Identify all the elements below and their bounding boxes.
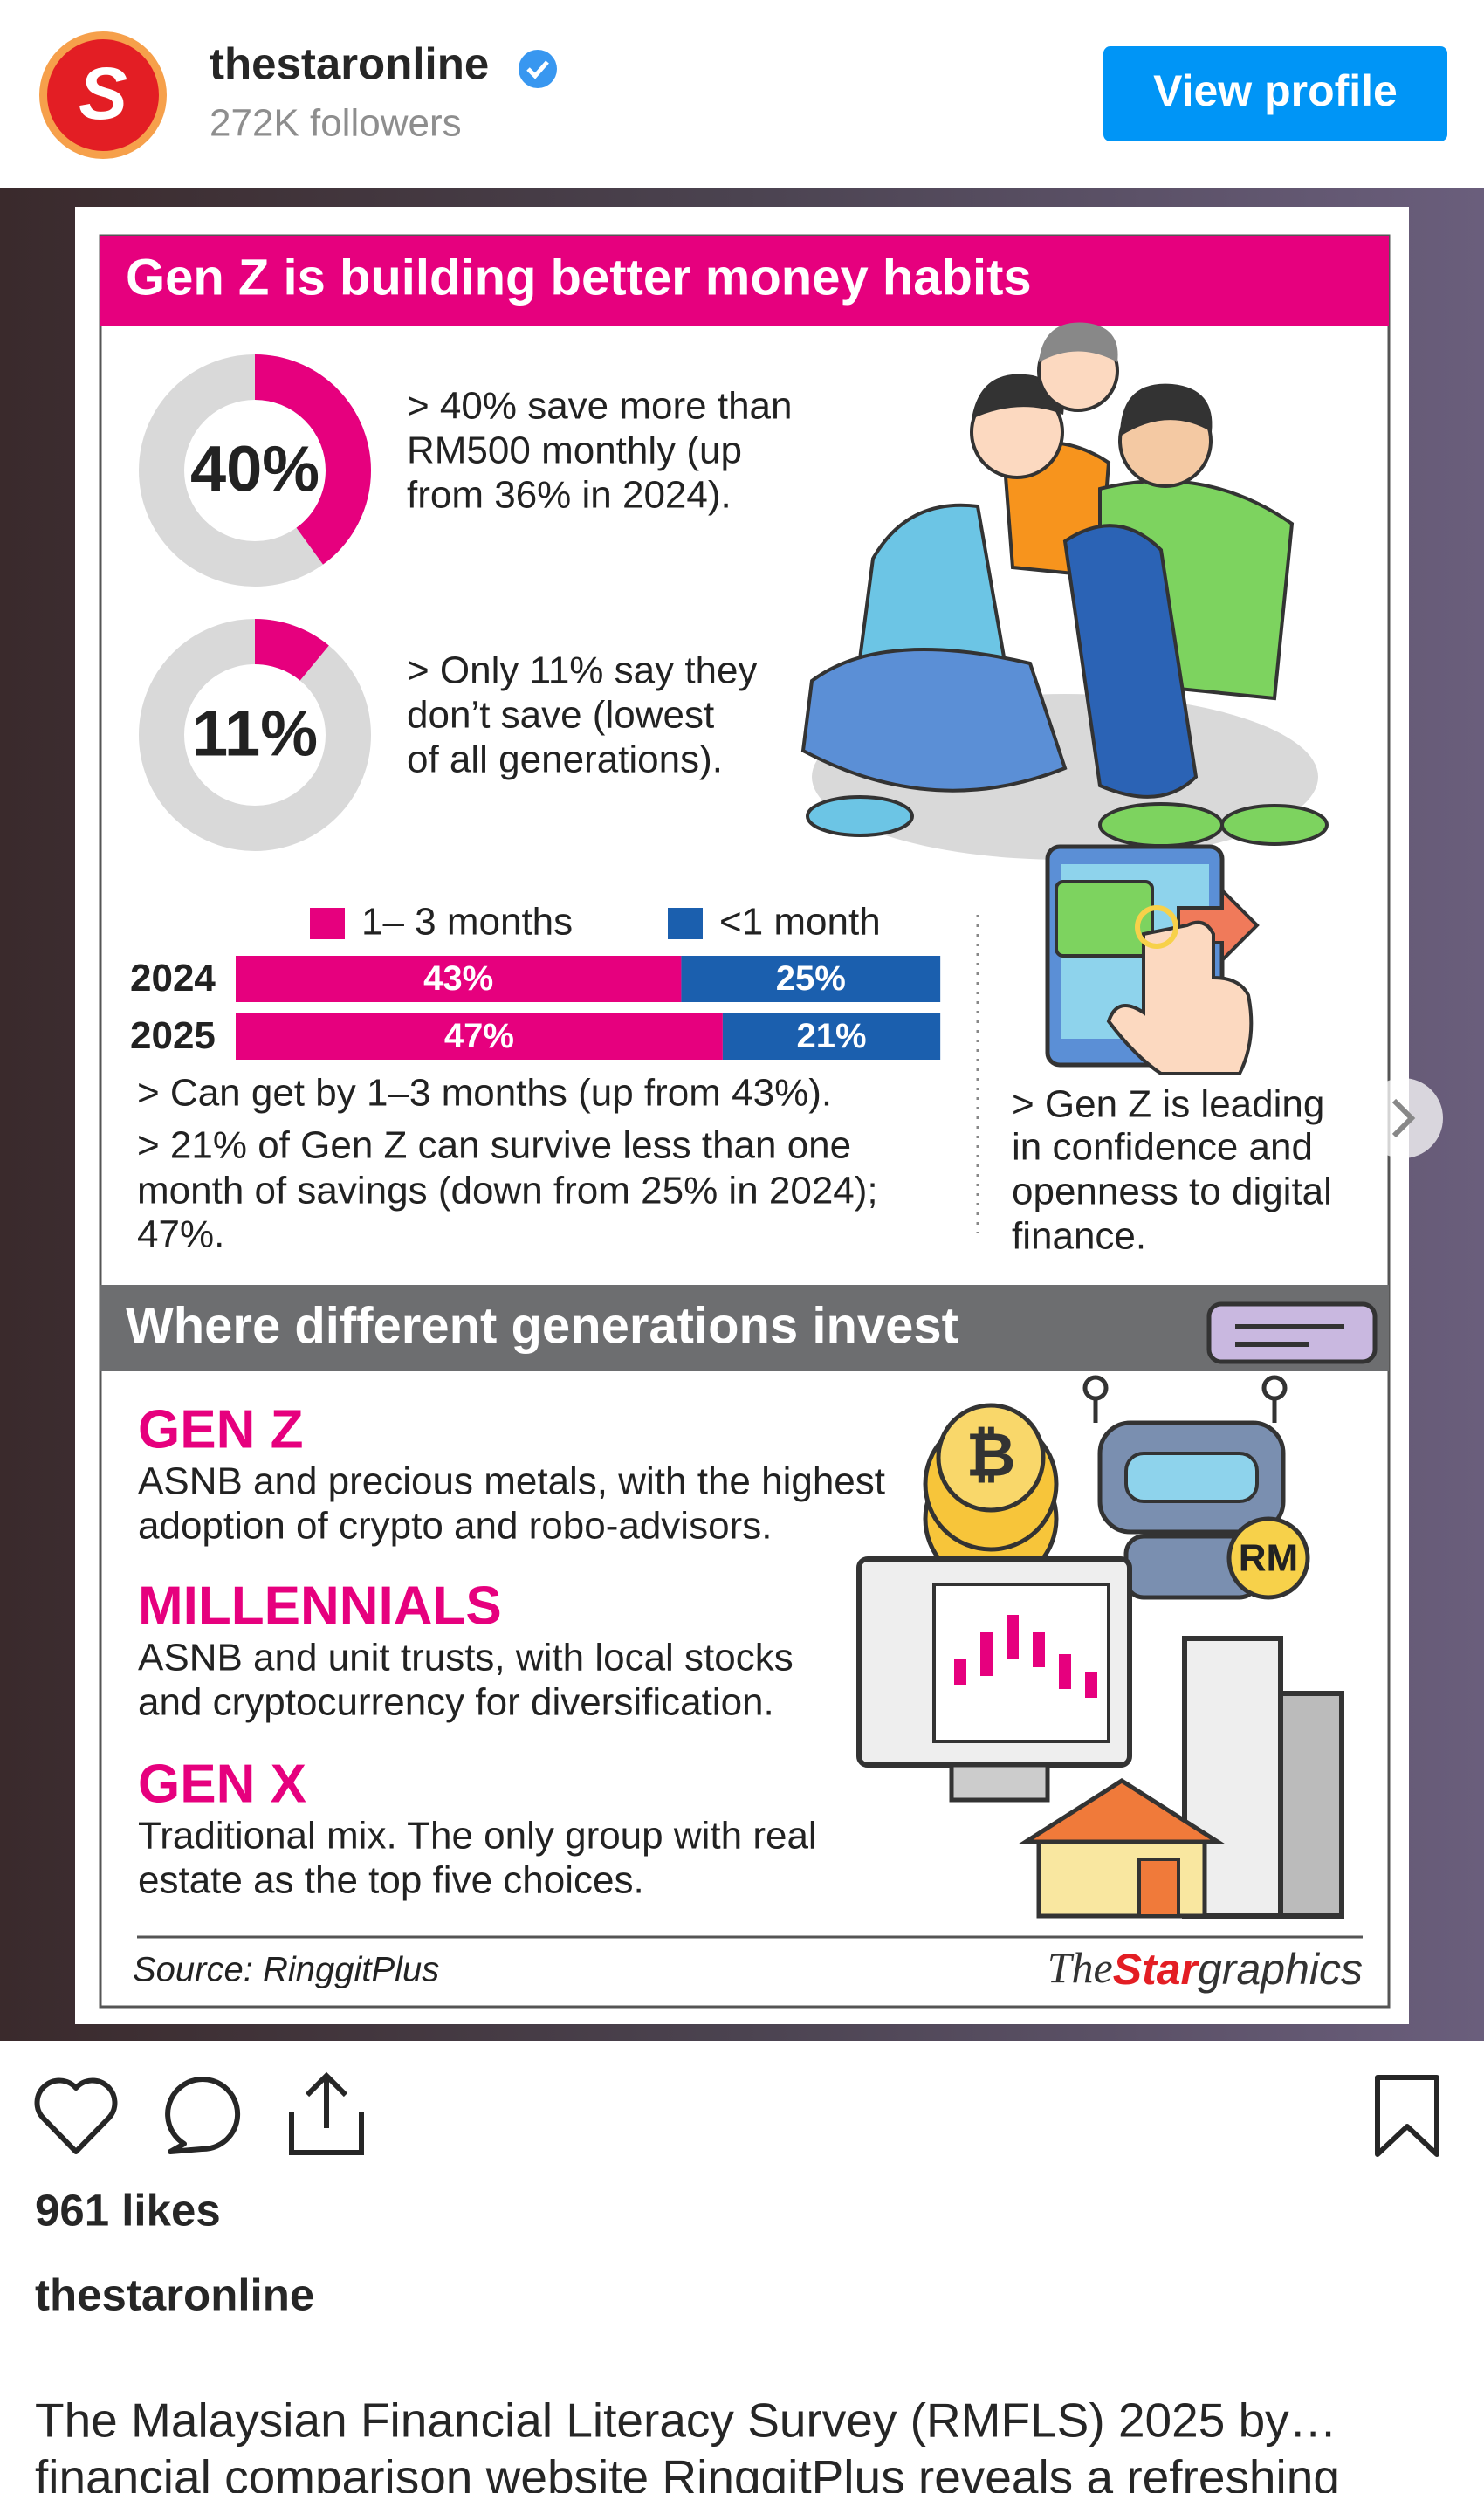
illustration — [1278, 1691, 1344, 1919]
bar-value-label: 21% — [796, 1017, 866, 1055]
legend-swatch — [668, 908, 703, 939]
illustration — [1206, 1301, 1378, 1364]
illustration — [1220, 804, 1329, 846]
bar-segment — [722, 1013, 941, 1060]
brand-part: graphics — [1198, 1945, 1363, 1994]
generation-text: and cryptocurrency for diversification. — [138, 1681, 774, 1724]
source: Source: RinggitPlus — [133, 1951, 439, 1989]
generation-text: ASNB and precious metals, with the highe… — [138, 1460, 885, 1503]
donut-arc — [139, 619, 371, 851]
comment-button[interactable] — [165, 2077, 241, 2154]
verified-badge — [519, 50, 557, 88]
followers: 272K followers — [210, 102, 462, 145]
share-button[interactable] — [289, 2071, 364, 2155]
illustration — [1261, 1375, 1288, 1401]
bar-category: 2025 — [130, 1014, 216, 1057]
likes: 961 likes — [35, 2185, 221, 2235]
caption-username: thestaronline — [35, 2270, 314, 2319]
illustration — [949, 1762, 1050, 1803]
title-band — [100, 236, 1389, 326]
stat-text: don’t save (lowest — [407, 694, 714, 737]
generation-name: GEN Z — [138, 1399, 303, 1459]
robot-badge: RM — [1239, 1537, 1298, 1580]
avatar[interactable] — [47, 39, 159, 151]
stat-text: > 40% save more than — [407, 385, 792, 428]
illustration — [1055, 880, 1154, 958]
view-profile-button[interactable] — [1103, 46, 1447, 141]
illustration — [1226, 1516, 1310, 1600]
legend-label: <1 month — [719, 901, 881, 944]
bar-value-label: 43% — [423, 959, 493, 998]
illustration — [954, 1615, 1097, 1698]
next-chevron — [1391, 1098, 1416, 1138]
generation-text: Traditional mix. The only group with rea… — [138, 1815, 817, 1858]
generation-name: MILLENNIALS — [138, 1576, 502, 1636]
stat-text: of all generations). — [407, 738, 723, 781]
bar-value-label: 47% — [444, 1017, 514, 1055]
donut-arc — [139, 354, 371, 587]
illustration — [1082, 1375, 1109, 1401]
legend-label: 1– 3 months — [361, 901, 573, 944]
digital-note: > Gen Z is leading — [1012, 1083, 1324, 1126]
actions-area — [0, 2041, 1484, 2493]
bar-segment — [236, 1013, 723, 1060]
donut-label: 11% — [192, 697, 318, 770]
illustration — [1098, 802, 1224, 848]
brand-part: The — [1048, 1943, 1113, 1992]
avatar-letter: S — [79, 52, 127, 134]
caption-line: The Malaysian Financial Literacy Survey … — [35, 2393, 1337, 2448]
digital-note: finance. — [1012, 1215, 1146, 1258]
illustration: ₿ — [965, 1420, 1015, 1488]
illustration — [1137, 1858, 1180, 1918]
generation-text: estate as the top five choices. — [138, 1859, 644, 1902]
illustration — [1039, 322, 1118, 362]
bar-value-label: 25% — [776, 959, 846, 998]
savings-note: 47%. — [137, 1213, 224, 1256]
illustration — [1062, 524, 1199, 799]
stat-text: > Only 11% say they — [407, 649, 758, 692]
bar-segment — [681, 956, 941, 1002]
verified-check — [526, 60, 549, 79]
like-button[interactable] — [34, 2078, 118, 2154]
caption-line: financial comparison website RinggitPlus… — [35, 2450, 1340, 2493]
section-band — [100, 1285, 1389, 1371]
illustration — [936, 1403, 1046, 1513]
illustration — [1124, 1452, 1259, 1503]
generation-text: ASNB and unit trusts, with local stocks — [138, 1637, 794, 1679]
legend-swatch — [310, 908, 345, 939]
brand-part: Star — [1113, 1945, 1200, 1994]
infographic-title: Gen Z is building better money habits — [126, 249, 1032, 306]
stat-text: from 36% in 2024). — [407, 474, 732, 517]
illustration — [800, 648, 1068, 793]
bar-segment — [236, 956, 682, 1002]
brand: TheStargraphics — [1048, 1943, 1363, 1994]
savings-note: month of savings (down from 25% in 2024)… — [137, 1170, 878, 1212]
save-button[interactable] — [1375, 2075, 1439, 2157]
generation-name: GEN X — [138, 1754, 306, 1814]
digital-note: in confidence and — [1012, 1126, 1313, 1169]
illustration — [1135, 905, 1178, 949]
donut-label: 40% — [190, 433, 319, 505]
savings-note: > 21% of Gen Z can survive less than one — [137, 1124, 851, 1167]
section-title: Where different generations invest — [126, 1297, 958, 1354]
illustration — [1106, 920, 1254, 1075]
savings-note: > Can get by 1–3 months (up from 43%). — [137, 1072, 832, 1115]
digital-note: openness to digital — [1012, 1171, 1332, 1213]
illustration — [1120, 383, 1213, 436]
username: thestaronline — [210, 38, 489, 88]
bar-category: 2024 — [130, 957, 216, 999]
generation-text: adoption of crypto and robo-advisors. — [138, 1505, 772, 1548]
next-button[interactable] — [1363, 1078, 1443, 1158]
illustration — [806, 795, 914, 837]
stat-text: RM500 monthly (up — [407, 429, 742, 472]
view-profile-label: View profile — [1153, 66, 1398, 115]
